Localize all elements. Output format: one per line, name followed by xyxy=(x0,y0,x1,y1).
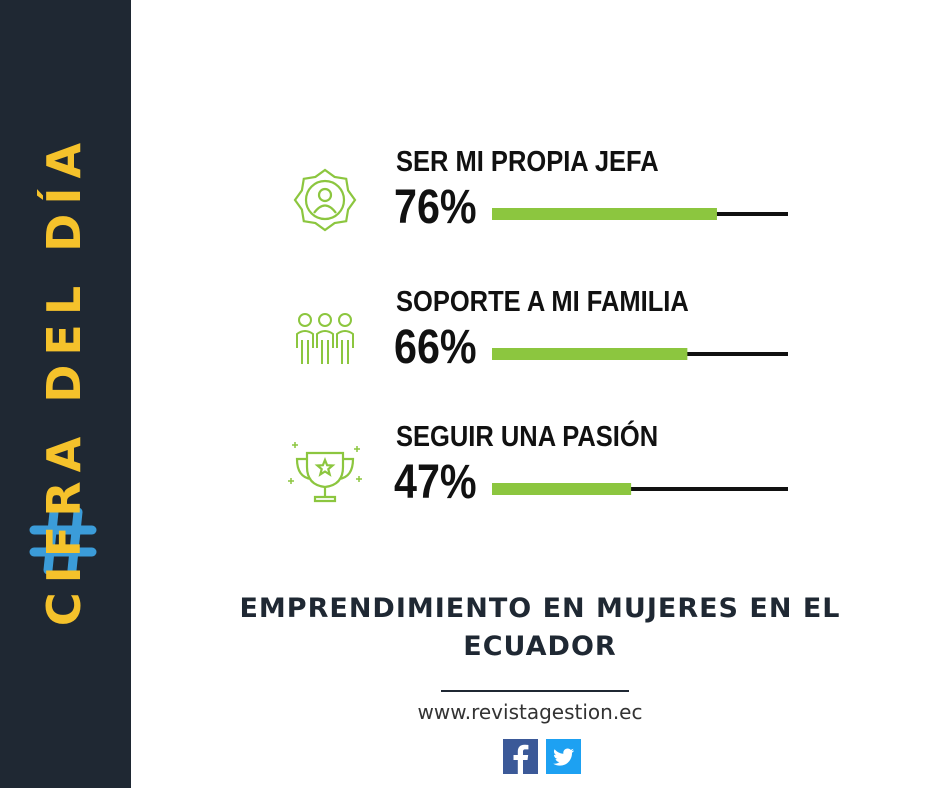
trophy-icon xyxy=(288,442,362,503)
sidebar: CIFRA DEL DÍA xyxy=(0,0,131,788)
value-label: 47% xyxy=(394,455,477,509)
facebook-icon[interactable] xyxy=(503,739,538,774)
bar xyxy=(492,483,632,495)
value-label: 76% xyxy=(394,180,477,234)
hashtag-icon xyxy=(28,506,98,576)
category-label: SOPORTE A MI FAMILIA xyxy=(396,284,689,317)
sidebar-title: CIFRA DEL DÍA xyxy=(37,133,91,627)
website-link[interactable]: www.revistagestion.ec xyxy=(417,700,643,724)
divider xyxy=(441,690,629,692)
value-label: 66% xyxy=(394,320,477,374)
bar xyxy=(492,348,688,360)
gear-person-icon xyxy=(293,168,357,232)
bar xyxy=(492,208,717,220)
category-label: SER MI PROPIA JEFA xyxy=(396,144,659,177)
headline: EMPRENDIMIENTO EN MUJERES EN EL ECUADOR xyxy=(239,593,841,662)
twitter-icon[interactable] xyxy=(546,739,581,774)
category-label: SEGUIR UNA PASIÓN xyxy=(396,419,658,452)
family-icon xyxy=(296,313,354,364)
